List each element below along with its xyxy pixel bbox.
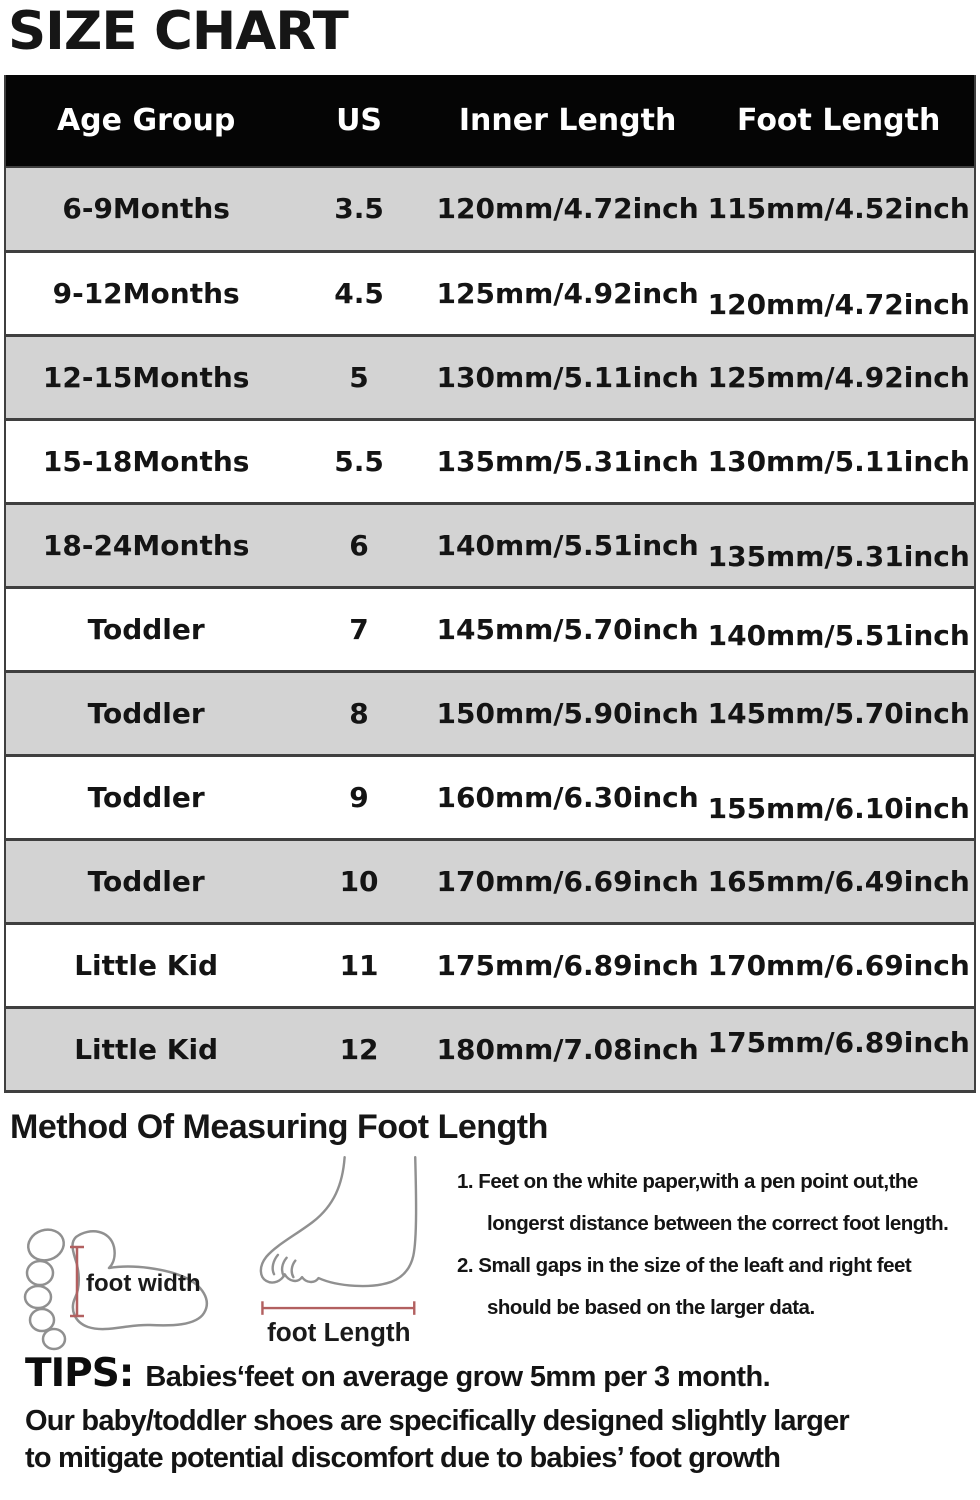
table-row: 15-18Months 5.5 135mm/5.31inch 130mm/5.1…: [5, 419, 975, 503]
table-header-row: Age Group US Inner Length Foot Length: [5, 75, 975, 167]
table-row: Toddler 8 150mm/5.90inch 145mm/5.70inch: [5, 671, 975, 755]
table-row: Little Kid 11 175mm/6.89inch 170mm/6.69i…: [5, 923, 975, 1007]
cell-foot-length: 135mm/5.31inch: [707, 539, 970, 573]
foot-width-label: foot width: [86, 1270, 201, 1297]
col-header-age-group: Age Group: [56, 103, 236, 138]
instruction-step-2-cont: should be based on the larger data.: [487, 1295, 815, 1319]
cell-inner-length: 130mm/5.11inch: [436, 360, 699, 394]
cell-age-group: 15-18Months: [42, 444, 250, 478]
measuring-instructions: 1. Feet on the white paper,with a pen po…: [451, 1155, 980, 1329]
cell-us-size: 8: [349, 696, 369, 730]
foot-length-label: foot Length: [267, 1316, 410, 1346]
cell-age-group: Little Kid: [74, 1032, 219, 1066]
cell-age-group: Toddler: [87, 612, 205, 646]
cell-us-size: 6: [349, 528, 369, 562]
cell-foot-length: 140mm/5.51inch: [707, 618, 970, 652]
cell-foot-length: 175mm/6.89inch: [707, 1025, 970, 1059]
cell-us-size: 5: [349, 360, 369, 394]
cell-foot-length: 115mm/4.52inch: [707, 192, 970, 226]
cell-inner-length: 145mm/5.70inch: [436, 612, 699, 646]
size-chart-table: Age Group US Inner Length Foot Length 6-…: [4, 75, 976, 1093]
cell-us-size: 3.5: [334, 192, 384, 226]
table-row: 6-9Months 3.5 120mm/4.72inch 115mm/4.52i…: [5, 167, 975, 251]
cell-foot-length: 165mm/6.49inch: [707, 864, 970, 898]
cell-us-size: 4.5: [334, 276, 384, 310]
table-row: 12-15Months 5 130mm/5.11inch 125mm/4.92i…: [5, 335, 975, 419]
cell-age-group: 9-12Months: [52, 276, 240, 310]
measuring-section: foot width foot Length 1. Feet on the wh…: [0, 1155, 980, 1351]
cell-us-size: 5.5: [334, 444, 384, 478]
cell-age-group: 12-15Months: [42, 360, 250, 394]
foot-side-icon: foot Length: [259, 1155, 418, 1346]
cell-us-size: 11: [339, 948, 379, 982]
cell-us-size: 9: [349, 780, 369, 814]
method-heading: Method Of Measuring Foot Length: [10, 1107, 548, 1146]
table-row: Toddler 10 170mm/6.69inch 165mm/6.49inch: [5, 839, 975, 923]
cell-foot-length: 170mm/6.69inch: [707, 948, 970, 982]
cell-inner-length: 170mm/6.69inch: [436, 864, 699, 898]
col-header-foot-length: Foot Length: [737, 103, 941, 138]
cell-age-group: Toddler: [87, 780, 205, 814]
cell-age-group: Toddler: [87, 864, 205, 898]
foot-width-measure-line: [70, 1245, 84, 1317]
col-header-inner-length: Inner Length: [458, 103, 677, 138]
cell-us-size: 10: [339, 864, 379, 898]
cell-age-group: Toddler: [87, 696, 205, 730]
cell-age-group: Little Kid: [74, 948, 219, 982]
cell-us-size: 7: [349, 612, 369, 646]
cell-foot-length: 155mm/6.10inch: [707, 791, 970, 825]
cell-foot-length: 130mm/5.11inch: [707, 444, 970, 478]
foot-sole-diagram: foot width: [16, 1155, 246, 1365]
cell-inner-length: 150mm/5.90inch: [436, 696, 699, 730]
cell-inner-length: 140mm/5.51inch: [436, 528, 699, 562]
cell-inner-length: 160mm/6.30inch: [436, 780, 699, 814]
page-title: SIZE CHART: [8, 1, 349, 62]
table-row: Toddler 9 160mm/6.30inch 155mm/6.10inch: [5, 755, 975, 839]
tips-line-1: Babies‘feet on average grow 5mm per 3 mo…: [145, 1360, 771, 1393]
cell-age-group: 6-9Months: [62, 192, 230, 226]
foot-side-diagram: foot Length: [246, 1155, 451, 1352]
instruction-step-1: 1. Feet on the white paper,with a pen po…: [457, 1169, 918, 1193]
table-row: Toddler 7 145mm/5.70inch 140mm/5.51inch: [5, 587, 975, 671]
foot-sole-icon: foot width: [23, 1227, 209, 1350]
col-header-us: US: [336, 103, 383, 138]
table-row: 18-24Months 6 140mm/5.51inch 135mm/5.31i…: [5, 503, 975, 587]
foot-length-measure-line: [261, 1300, 416, 1315]
cell-foot-length: 125mm/4.92inch: [707, 360, 970, 394]
cell-us-size: 12: [339, 1032, 379, 1066]
tips-line-3: to mitigate potential discomfort due to …: [25, 1441, 781, 1474]
cell-age-group: 18-24Months: [42, 528, 250, 562]
cell-inner-length: 175mm/6.89inch: [436, 948, 699, 982]
cell-inner-length: 120mm/4.72inch: [436, 192, 699, 226]
table-row: 9-12Months 4.5 125mm/4.92inch 120mm/4.72…: [5, 251, 975, 335]
tips-line-2: Our baby/toddler shoes are specifically …: [25, 1404, 850, 1437]
cell-foot-length: 120mm/4.72inch: [707, 287, 970, 321]
cell-inner-length: 180mm/7.08inch: [436, 1032, 699, 1066]
tips-label: TIPS:: [25, 1350, 134, 1396]
cell-foot-length: 145mm/5.70inch: [707, 696, 970, 730]
tips-section: TIPS: Babies‘feet on average grow 5mm per…: [25, 1350, 980, 1477]
table-row: Little Kid 12 180mm/7.08inch 175mm/6.89i…: [5, 1007, 975, 1091]
instruction-step-1-cont: longerst distance between the correct fo…: [487, 1211, 949, 1235]
cell-inner-length: 135mm/5.31inch: [436, 444, 699, 478]
instruction-step-2: 2. Small gaps in the size of the leaft a…: [457, 1253, 912, 1277]
cell-inner-length: 125mm/4.92inch: [436, 276, 699, 310]
